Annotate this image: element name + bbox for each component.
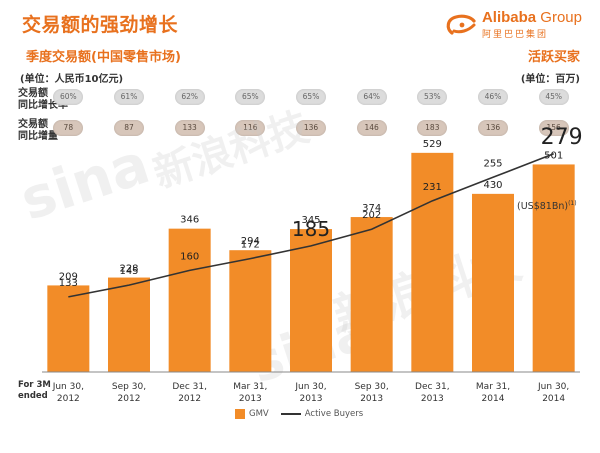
x-tick-label: Jun 30, [537,382,569,392]
growth-rate-pill: 65% [235,89,266,105]
logo-chinese-text: 阿里巴巴集团 [481,30,548,40]
active-buyers-value-label: 145 [119,266,138,277]
legend-gmv-swatch [235,409,245,419]
growth-amount-pill: 136 [296,120,326,136]
gmv-value-label: 294 [241,236,260,247]
growth-rate-pill: 53% [417,89,448,105]
growth-rate-pill: 64% [356,89,387,105]
growth-rate-pill: 62% [174,89,205,105]
growth-amount-pill: 183 [417,120,448,136]
active-buyers-value-label: 160 [180,251,199,262]
gmv-bar [47,285,90,372]
x-tick-label: Sep 30, [355,382,389,392]
period-note: For 3M ended [18,380,51,401]
alibaba-logo-mark-icon [444,11,478,39]
gmv-bar [532,164,575,372]
growth-rate-label: 交易额 同比增长率 [18,88,68,111]
x-tick-label: Mar 31, [233,382,267,392]
x-tick-label: Jun 30, [52,382,84,392]
active-buyers-value-label: 279 [541,125,583,150]
growth-rate-pill: 45% [538,89,569,105]
x-tick-label: Dec 31, [415,382,450,392]
gmv-value-label: 345 [301,215,320,226]
gmv-bar [472,193,514,372]
usd-annotation: (US$81Bn)(1) [517,200,577,213]
legend-gmv-label: GMV [249,409,269,419]
legend-buyers-swatch [280,413,301,415]
x-tick-label-year: 2012 [118,394,141,404]
gmv-bar [290,229,332,372]
x-tick-label: Jun 30, [294,382,326,392]
gmv-value-label: 374 [362,203,381,214]
x-tick-label: Dec 31, [172,382,207,392]
chart-legend: GMV Active Buyers [235,409,363,419]
active-buyers-value-label: 202 [362,210,381,221]
x-tick-label-year: 2013 [300,394,323,404]
gmv-bar [229,250,272,372]
x-tick-label-year: 2013 [239,394,262,404]
gmv-value-label: 209 [59,271,78,282]
active-buyers-label: 活跃买家 [527,50,580,65]
x-tick-label-year: 2014 [542,394,565,404]
growth-rate-pill: 60% [53,89,84,105]
growth-amount-pill: 146 [356,120,387,136]
logo-text: Alibaba Group [481,9,582,26]
growth-amount-pill: 136 [478,120,508,136]
growth-rate-pill: 61% [114,89,144,105]
gmv-value-label: 346 [180,215,199,226]
growth-rate-pill: 65% [296,89,326,105]
growth-amount-pill: 116 [235,120,266,136]
x-tick-label-year: 2012 [57,394,80,404]
x-tick-label-year: 2013 [360,394,383,404]
gmv-bar [168,228,211,372]
active-buyers-value-label: 172 [241,240,260,251]
x-tick-label: Mar 31, [476,382,510,392]
x-tick-label-year: 2013 [421,394,444,404]
active-buyers-line [68,153,554,298]
active-buyers-value-label: 231 [423,182,442,193]
growth-amount-pill: 133 [174,120,205,136]
growth-rate-pill: 46% [478,89,508,105]
active-buyers-value-label: 255 [483,158,502,169]
gmv-bar [350,217,393,372]
gmv-value-label: 529 [423,139,442,150]
gmv-value-label: 228 [119,264,138,275]
growth-amount-pill: 87 [114,120,144,136]
page-title: 交易额的强劲增长 [22,14,179,36]
x-tick-label-year: 2012 [178,394,201,404]
x-tick-label-year: 2014 [482,394,505,404]
unit-left: (单位：人民币10亿元) [20,74,124,85]
growth-amount-pill: 78 [53,120,84,136]
active-buyers-value-label: 133 [59,278,78,289]
alibaba-logo: Alibaba Group 阿里巴巴集团 [444,10,582,40]
growth-amount-pill: 156 [538,120,569,136]
x-tick-label: Sep 30, [112,382,146,392]
gmv-value-label: 501 [544,150,563,161]
gmv-bar [108,277,150,372]
gmv-value-label: 430 [483,180,502,191]
growth-amount-label: 交易额 同比增量 [18,119,58,142]
legend-buyers-label: Active Buyers [304,409,364,419]
chart-subtitle: 季度交易额(中国零售市场) [26,50,181,65]
gmv-bar [411,152,454,372]
unit-right: (单位：百万) [520,74,580,85]
active-buyers-value-label: 185 [292,217,330,241]
